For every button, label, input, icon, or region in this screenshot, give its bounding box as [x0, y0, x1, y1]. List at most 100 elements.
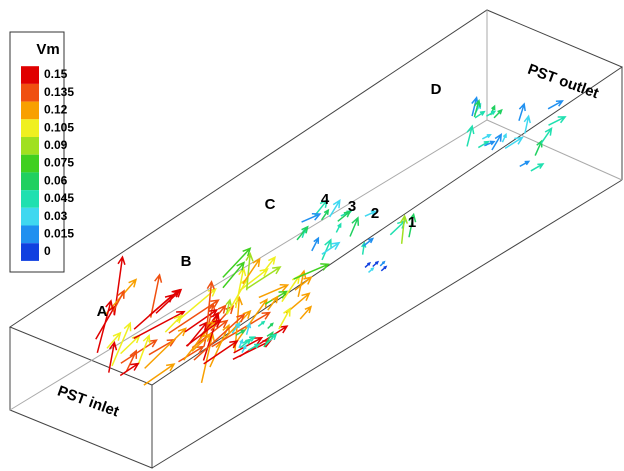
outlet-label: PST outlet [525, 61, 601, 102]
vector [235, 329, 246, 336]
section-label: C [265, 196, 276, 213]
vector [205, 280, 215, 333]
legend-swatch [21, 66, 39, 84]
vector [372, 260, 380, 268]
vector [108, 340, 118, 373]
vector [368, 267, 375, 273]
vector [233, 336, 264, 354]
vector [399, 214, 409, 244]
vector [485, 110, 497, 117]
vector [111, 321, 132, 367]
section-label: D [431, 81, 442, 98]
vector [337, 210, 352, 222]
legend-label: 0.105 [44, 120, 74, 134]
vector [530, 163, 545, 172]
plane-label: 4 [321, 191, 330, 208]
legend-swatch [21, 207, 39, 226]
box [8, 9, 624, 469]
vector [241, 344, 247, 353]
vector [164, 314, 183, 333]
vector [299, 305, 313, 320]
vector [137, 333, 151, 365]
vector [321, 241, 341, 255]
vector [501, 132, 507, 143]
vector [363, 237, 375, 247]
legend-label: 0.06 [44, 173, 68, 187]
vector [246, 266, 282, 290]
vector [321, 238, 332, 261]
vector [301, 212, 322, 223]
legend-label: 0.015 [44, 226, 74, 240]
vector [364, 210, 378, 217]
vector [484, 140, 496, 147]
vector [239, 268, 269, 291]
vector [548, 116, 567, 126]
legend-swatch [21, 172, 39, 191]
vector [119, 362, 140, 377]
legend-label: 0 [44, 244, 51, 258]
vector [349, 216, 360, 237]
vector [267, 322, 274, 330]
vector [314, 198, 329, 216]
vector [335, 222, 342, 233]
section-label: A [97, 303, 108, 320]
vector [222, 261, 246, 289]
vector [242, 257, 261, 285]
vector [518, 102, 526, 121]
vector [519, 160, 531, 168]
legend-label: 0.135 [44, 85, 74, 99]
vector [203, 340, 239, 365]
vector [258, 283, 290, 299]
legend-title: Vm [36, 41, 59, 58]
vector [133, 310, 186, 340]
vector [473, 99, 481, 118]
box-hidden [9, 119, 623, 411]
legend-swatch [21, 137, 39, 155]
vector [234, 266, 247, 309]
vector [534, 139, 543, 156]
vector [239, 338, 252, 349]
legend-label: 0.15 [44, 67, 68, 81]
legend-label: 0.12 [44, 103, 68, 117]
legend-swatch [21, 190, 39, 208]
vector [143, 363, 176, 386]
vector [178, 345, 205, 363]
legend-swatch [21, 154, 39, 173]
legend-swatch [21, 119, 39, 137]
vector [106, 331, 122, 349]
vector [222, 247, 252, 278]
vector [320, 208, 330, 221]
vector [245, 321, 252, 335]
vector [144, 327, 187, 369]
vector [493, 108, 503, 119]
vector [481, 134, 492, 140]
vector [263, 255, 276, 273]
legend-label: 0.045 [44, 191, 74, 205]
legend-swatch [21, 101, 39, 120]
box-bottom-edge [151, 179, 623, 469]
vector [149, 273, 163, 318]
vector [239, 325, 289, 358]
vector [257, 320, 266, 327]
plane-label: 2 [371, 205, 379, 222]
vector [245, 251, 254, 291]
vector [408, 212, 417, 238]
vector [311, 236, 320, 252]
plane-label: 3 [348, 198, 356, 215]
section-label: B [181, 253, 192, 270]
vector [328, 199, 341, 218]
vector [193, 313, 246, 361]
vector [293, 263, 330, 280]
vector [120, 339, 158, 364]
vector [504, 136, 524, 149]
vector [265, 332, 278, 346]
vector [267, 295, 279, 311]
vector [466, 124, 475, 147]
vector [133, 293, 175, 330]
vector [191, 332, 212, 352]
vector [248, 343, 261, 351]
vector [540, 127, 553, 144]
legend-swatch [21, 83, 39, 102]
vector [238, 338, 244, 349]
vector [491, 133, 503, 151]
